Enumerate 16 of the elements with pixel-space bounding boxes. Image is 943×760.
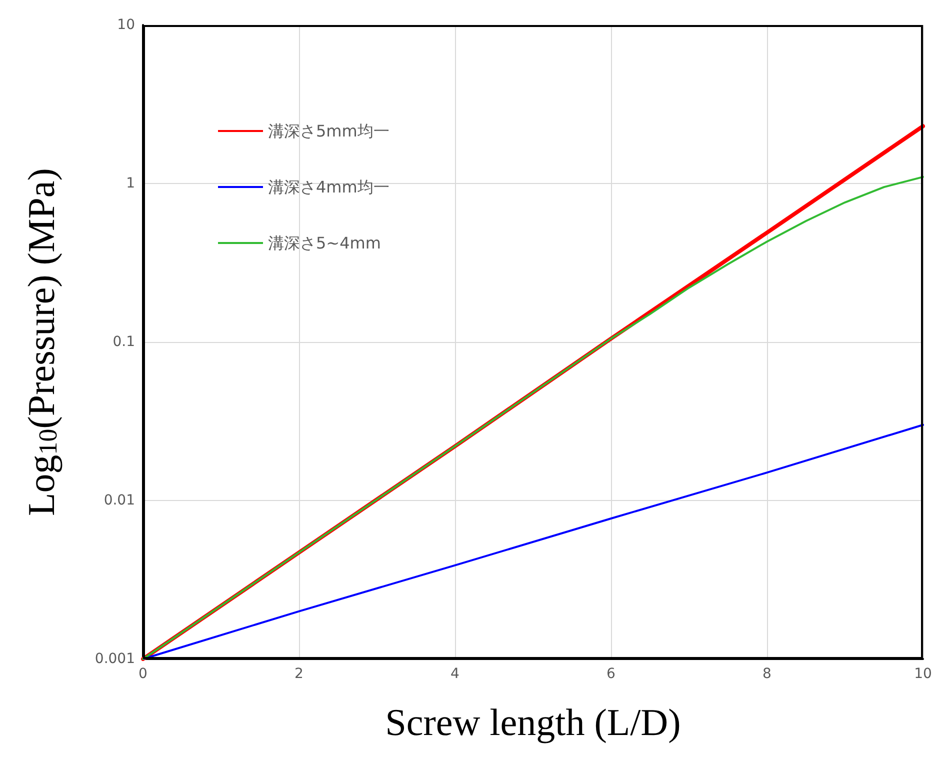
y-tick-label: 0.1 [112, 334, 135, 350]
legend-label: 溝深さ5mm均一 [268, 122, 390, 140]
x-tick-label: 6 [606, 666, 616, 682]
y-axis-title: Log10(Pressure) (MPa) [21, 168, 63, 516]
x-tick-label: 8 [762, 666, 772, 682]
y-tick-label: 10 [117, 17, 135, 33]
y-tick-label: 0.001 [94, 651, 135, 667]
x-tick-label: 0 [138, 666, 148, 682]
y-tick-label: 0.01 [104, 492, 135, 508]
x-tick-label: 4 [450, 666, 460, 682]
y-tick-label: 1 [126, 176, 135, 192]
legend-label: 溝深さ5~4mm [268, 234, 381, 252]
legend-label: 溝深さ4mm均一 [268, 178, 390, 196]
x-tick-label: 2 [294, 666, 304, 682]
x-tick-label: 10 [914, 666, 932, 682]
x-axis-title: Screw length (L/D) [385, 702, 681, 744]
